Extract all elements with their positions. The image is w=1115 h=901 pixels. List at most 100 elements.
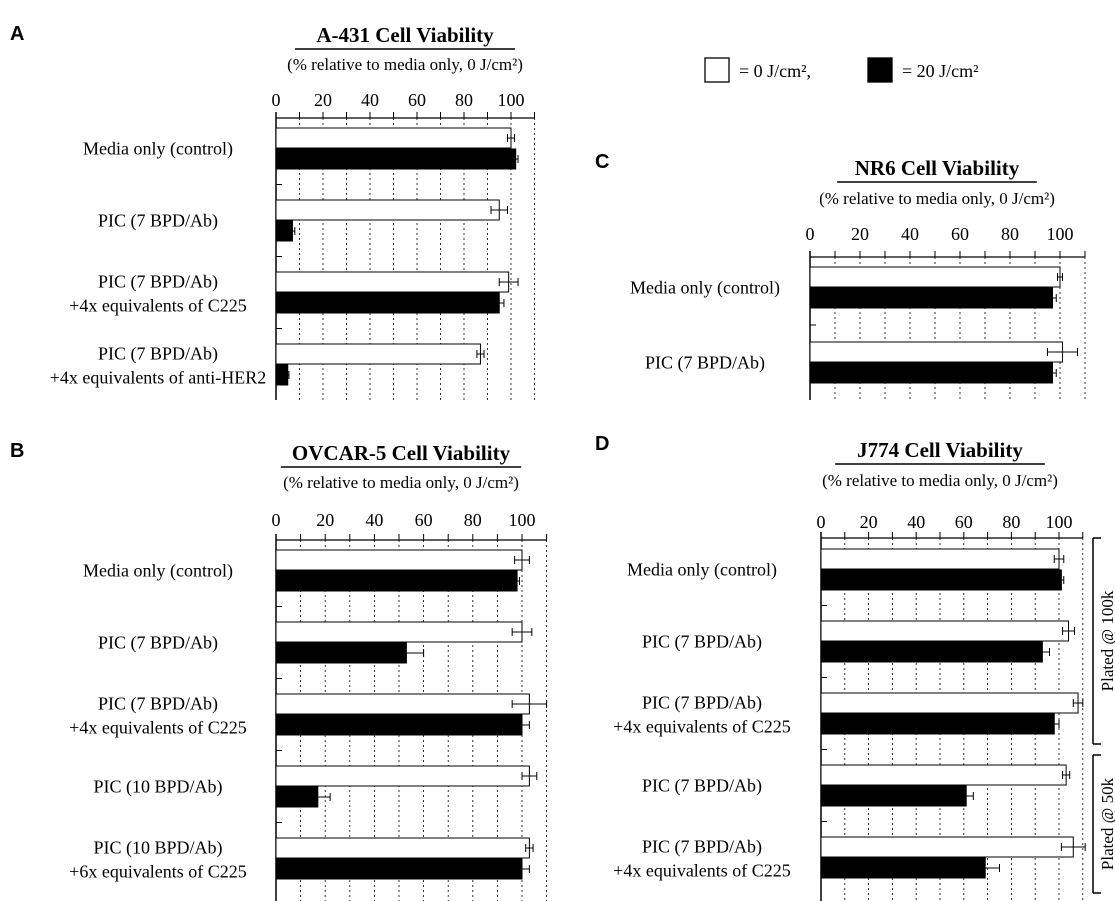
chart-subtitle: (% relative to media only, 0 J/cm²) xyxy=(283,473,519,492)
category-label: +4x equivalents of C225 xyxy=(69,718,247,738)
chart-title: OVCAR-5 Cell Viability xyxy=(292,441,511,465)
x-tick-label: 60 xyxy=(408,90,426,110)
category-label: PIC (7 BPD/Ab) xyxy=(642,632,762,653)
legend-swatch-20-jcm2 xyxy=(867,57,893,83)
category-label: +4x equivalents of C225 xyxy=(613,717,791,737)
chart-title: J774 Cell Viability xyxy=(857,438,1023,462)
category-label: PIC (7 BPD/Ab) xyxy=(98,272,218,293)
category-label: PIC (7 BPD/Ab) xyxy=(642,693,762,714)
bar-20-jcm2 xyxy=(820,569,1062,591)
category-label: PIC (7 BPD/Ab) xyxy=(642,837,762,858)
category-label: +4x equivalents of anti-HER2 xyxy=(50,368,267,388)
x-tick-label: 40 xyxy=(365,510,383,530)
chart-subtitle: (% relative to media only, 0 J/cm²) xyxy=(819,189,1055,208)
bar-20-jcm2 xyxy=(820,785,967,807)
bar-0-jcm2 xyxy=(275,765,530,787)
chart-subtitle: (% relative to media only, 0 J/cm²) xyxy=(822,471,1058,490)
bar-0-jcm2 xyxy=(275,837,530,859)
x-tick-label: 80 xyxy=(1001,224,1019,244)
category-label: Media only (control) xyxy=(83,139,233,160)
x-tick-label: 80 xyxy=(455,90,473,110)
panel-c: C NR6 Cell Viability (% relative to media … xyxy=(595,151,1086,400)
bar-20-jcm2 xyxy=(275,858,523,880)
x-tick-label: 20 xyxy=(860,512,878,532)
bar-0-jcm2 xyxy=(820,620,1070,642)
x-tick-label: 80 xyxy=(1002,512,1020,532)
bar-0-jcm2 xyxy=(275,621,523,643)
bar-20-jcm2 xyxy=(275,292,500,314)
bar-20-jcm2 xyxy=(809,362,1053,384)
bar-0-jcm2 xyxy=(820,692,1079,714)
panel-b: B OVCAR-5 Cell Viability (% relative to me… xyxy=(10,440,548,901)
bar-0-jcm2 xyxy=(275,549,523,571)
x-tick-label: 60 xyxy=(415,510,433,530)
bar-20-jcm2 xyxy=(275,148,517,170)
bar-0-jcm2 xyxy=(809,341,1063,363)
bar-20-jcm2 xyxy=(275,642,407,664)
bar-0-jcm2 xyxy=(820,764,1067,786)
panel-d: D J774 Cell Viability (% relative to media… xyxy=(595,433,1115,901)
bar-0-jcm2 xyxy=(275,199,500,221)
category-label: PIC (7 BPD/Ab) xyxy=(98,694,218,715)
bar-20-jcm2 xyxy=(275,714,523,736)
x-tick-label: 0 xyxy=(272,510,281,530)
group-label: Plated @ 100k xyxy=(1098,590,1115,691)
bar-20-jcm2 xyxy=(820,713,1055,735)
bar-0-jcm2 xyxy=(275,693,530,715)
category-label: +4x equivalents of C225 xyxy=(613,861,791,881)
bar-20-jcm2 xyxy=(275,570,518,592)
category-label: PIC (7 BPD/Ab) xyxy=(98,344,218,365)
x-tick-label: 40 xyxy=(907,512,925,532)
panel-letter: A xyxy=(10,23,24,45)
x-tick-label: 40 xyxy=(901,224,919,244)
bar-0-jcm2 xyxy=(820,836,1074,858)
category-label: PIC (7 BPD/Ab) xyxy=(642,776,762,797)
chart-subtitle: (% relative to media only, 0 J/cm²) xyxy=(287,55,523,74)
panel-letter: B xyxy=(10,440,24,462)
x-tick-label: 20 xyxy=(851,224,869,244)
bar-20-jcm2 xyxy=(809,287,1053,309)
bar-0-jcm2 xyxy=(275,343,481,365)
category-label: PIC (7 BPD/Ab) xyxy=(98,211,218,232)
chart-title: NR6 Cell Viability xyxy=(855,156,1020,180)
x-tick-label: 0 xyxy=(817,512,826,532)
x-tick-label: 0 xyxy=(272,90,281,110)
legend-label: = 20 J/cm² xyxy=(902,61,979,81)
x-tick-label: 100 xyxy=(1046,512,1073,532)
bar-0-jcm2 xyxy=(820,548,1060,570)
category-label: Media only (control) xyxy=(627,560,777,581)
x-tick-label: 60 xyxy=(951,224,969,244)
x-tick-label: 0 xyxy=(806,224,815,244)
x-tick-label: 80 xyxy=(464,510,482,530)
x-tick-label: 100 xyxy=(1047,224,1074,244)
category-label: PIC (10 BPD/Ab) xyxy=(93,838,222,859)
category-label: Media only (control) xyxy=(630,278,780,299)
bar-20-jcm2 xyxy=(820,641,1043,663)
x-tick-label: 100 xyxy=(498,90,525,110)
category-label: Media only (control) xyxy=(83,561,233,582)
category-label: +6x equivalents of C225 xyxy=(69,862,247,882)
bar-20-jcm2 xyxy=(820,857,986,879)
x-tick-label: 20 xyxy=(314,90,332,110)
panel-a: A A-431 Cell Viability (% relative to medi… xyxy=(10,23,535,400)
x-tick-label: 100 xyxy=(509,510,536,530)
chart-title: A-431 Cell Viability xyxy=(316,23,494,47)
bar-0-jcm2 xyxy=(275,271,510,293)
group-label: Plated @ 50k xyxy=(1098,777,1115,870)
panel-letter: D xyxy=(595,433,609,455)
bar-20-jcm2 xyxy=(275,364,289,386)
category-label: PIC (7 BPD/Ab) xyxy=(98,633,218,654)
category-label: PIC (10 BPD/Ab) xyxy=(93,777,222,798)
x-tick-label: 60 xyxy=(955,512,973,532)
x-tick-label: 40 xyxy=(361,90,379,110)
category-label: +4x equivalents of C225 xyxy=(69,296,247,316)
bar-0-jcm2 xyxy=(275,127,512,149)
panel-letter: C xyxy=(595,151,609,173)
legend-swatch-0-jcm2 xyxy=(704,57,730,83)
bar-0-jcm2 xyxy=(809,266,1061,288)
legend-label: = 0 J/cm², xyxy=(739,61,811,81)
legend: = 0 J/cm², = 20 J/cm² xyxy=(704,57,979,83)
x-tick-label: 20 xyxy=(316,510,334,530)
category-label: PIC (7 BPD/Ab) xyxy=(645,353,765,374)
